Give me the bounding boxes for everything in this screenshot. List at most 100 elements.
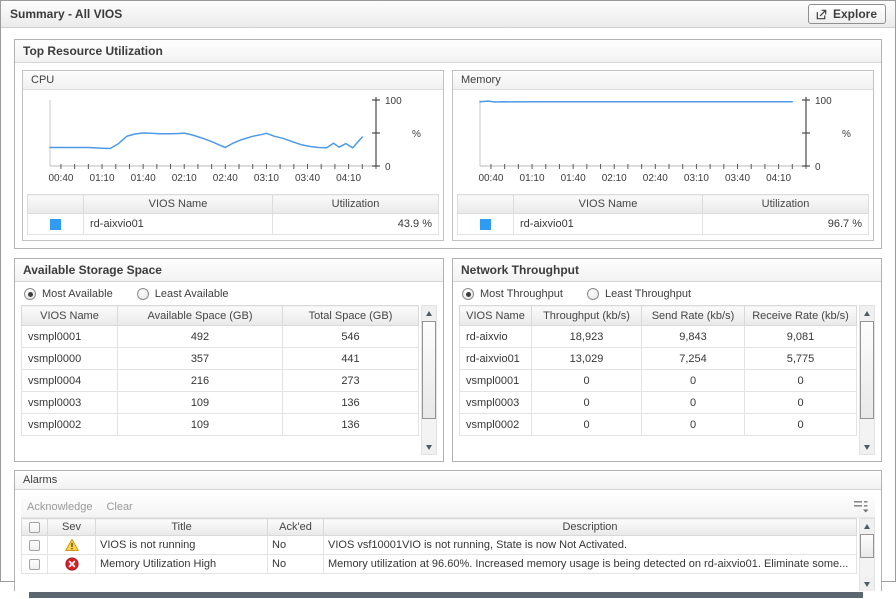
acknowledge-button[interactable]: Acknowledge [27,500,93,513]
vios-name-cell: rd-aixvio01 [513,213,703,235]
scrollbar-thumb[interactable] [860,534,874,558]
table-row[interactable]: rd-aixvio 18,923 9,843 9,081 [459,325,857,348]
horizontal-scrollbar-thumb[interactable] [29,592,863,598]
alarms-vertical-scrollbar[interactable] [859,518,875,592]
radio-label: Most Throughput [480,288,563,300]
table-row[interactable]: rd-aixvio01 13,029 7,254 5,775 [459,347,857,370]
vios-name-cell: vsmpl0002 [459,413,532,436]
network-vertical-scrollbar[interactable] [859,305,875,455]
column-header: Send Rate (kb/s) [641,305,745,326]
value-cell: 357 [117,347,283,370]
storage-table: VIOS Name Available Space (GB) Total Space… [21,305,419,436]
svg-text:03:40: 03:40 [295,173,320,184]
alarms-panel: Alarms Acknowledge Clear Sev Title Ack'ed D… [14,470,882,599]
scrollbar-thumb[interactable] [422,321,436,420]
horizontal-scrollbar[interactable] [0,591,896,599]
memory-panel-title: Memory [453,71,873,90]
available-storage-panel: Available Storage Space Most Available Le… [14,258,444,462]
svg-text:02:10: 02:10 [172,173,197,184]
clear-button[interactable]: Clear [106,500,133,513]
value-cell: 216 [117,369,283,392]
cpu-panel: CPU 00:40 01:10 01:40 02:10 02:40 03:10 03:40 0… [22,70,444,241]
radio-least-available[interactable]: Least Available [136,288,229,300]
value-cell: 13,029 [531,347,642,370]
vios-name-cell: vsmpl0000 [21,347,118,370]
vios-name-cell: vsmpl0003 [21,391,118,414]
svg-text:%: % [412,129,421,140]
alarm-select-cell [21,535,48,555]
value-cell: 5,775 [744,347,857,370]
vios-name-cell: vsmpl0003 [459,391,532,414]
radio-most-available[interactable]: Most Available [24,288,113,300]
vios-name-cell: vsmpl0001 [459,369,532,392]
explore-button[interactable]: Explore [807,4,886,24]
value-cell: 0 [531,413,642,436]
value-cell: 0 [744,391,857,414]
scroll-up-arrow-icon[interactable] [422,306,436,320]
error-icon [64,557,79,571]
network-table: VIOS Name Throughput (kb/s) Send Rate (kb/… [459,305,857,436]
alarm-row[interactable]: Memory Utilization High No Memory utilizat… [21,554,857,574]
value-cell: 0 [641,369,745,392]
value-cell: 441 [282,347,419,370]
alarm-checkbox[interactable] [29,558,40,570]
alarm-checkbox[interactable] [29,539,40,551]
legend-column-header: VIOS Name [513,194,703,214]
scroll-down-arrow-icon[interactable] [422,440,436,454]
column-header: Total Space (GB) [282,305,419,326]
table-row[interactable]: vsmpl0002 109 136 [21,413,419,436]
storage-vertical-scrollbar[interactable] [421,305,437,455]
legend-column-header: Utilization [702,194,869,214]
network-radio-group: Most Throughput Least Throughput [453,282,881,305]
radio-most-throughput[interactable]: Most Throughput [462,288,563,300]
svg-text:02:40: 02:40 [643,173,668,184]
scroll-up-arrow-icon[interactable] [860,519,874,533]
legend-column-header: VIOS Name [83,194,273,214]
radio-unselected-icon [586,288,599,300]
column-header: VIOS Name [21,305,118,326]
svg-text:01:40: 01:40 [131,173,156,184]
column-header: Sev [47,518,96,536]
alarms-toolbar: Acknowledge Clear [21,496,875,518]
legend-column-header [457,194,514,214]
value-cell: 136 [282,391,419,414]
warning-icon [64,538,79,552]
alarms-table: Sev Title Ack'ed Description VIOS is not run… [21,518,857,574]
table-row[interactable]: vsmpl0004 216 273 [21,369,419,392]
table-row[interactable]: vsmpl0001 492 546 [21,325,419,348]
svg-text:00:40: 00:40 [478,173,503,184]
select-all-checkbox[interactable] [29,521,40,533]
table-row[interactable]: vsmpl0001 0 0 0 [459,369,857,392]
table-row[interactable]: vsmpl0003 0 0 0 [459,391,857,414]
table-row[interactable]: vsmpl0003 109 136 [21,391,419,414]
table-row[interactable]: vsmpl0000 357 441 [21,347,419,370]
cpu-panel-title: CPU [23,71,443,90]
value-cell: 273 [282,369,419,392]
svg-text:100: 100 [815,96,832,107]
value-cell: 7,254 [641,347,745,370]
alarm-row[interactable]: VIOS is not running No VIOS vsf10001VIO is… [21,535,857,555]
scroll-up-arrow-icon[interactable] [860,306,874,320]
radio-label: Least Available [154,288,229,300]
column-header: VIOS Name [459,305,532,326]
memory-panel: Memory 00:40 01:10 01:40 02:10 02:40 03:10 03:… [452,70,874,241]
utilization-cell: 96.7 % [702,213,869,235]
radio-unselected-icon [136,288,149,300]
scroll-down-arrow-icon[interactable] [860,577,874,591]
value-cell: 9,081 [744,325,857,348]
table-customizer-icon[interactable] [853,500,869,513]
value-cell: 136 [282,413,419,436]
dashboard-content: Top Resource Utilization CPU 00:40 01:10 0… [1,28,895,599]
legend-swatch-cell [27,213,84,235]
value-cell: 0 [531,369,642,392]
table-row[interactable]: vsmpl0002 0 0 0 [459,413,857,436]
value-cell: 546 [282,325,419,348]
radio-least-throughput[interactable]: Least Throughput [586,288,691,300]
series-color-swatch [480,218,491,230]
alarm-description-cell: VIOS vsf10001VIO is not running, State i… [323,535,857,555]
value-cell: 0 [641,391,745,414]
scroll-down-arrow-icon[interactable] [860,440,874,454]
scrollbar-thumb[interactable] [860,321,874,420]
storage-radio-group: Most Available Least Available [15,282,443,305]
